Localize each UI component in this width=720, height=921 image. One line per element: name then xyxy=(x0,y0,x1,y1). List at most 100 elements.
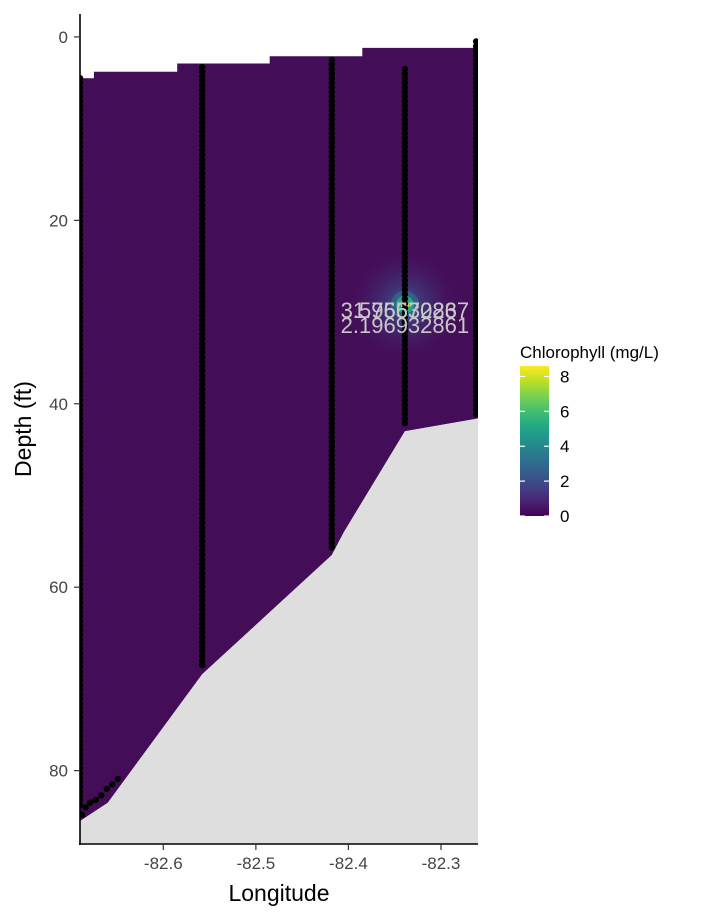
sample-point-p2-86 xyxy=(328,452,335,459)
sample-point-p1-88 xyxy=(199,468,206,476)
sample-point-p2-29 xyxy=(328,190,335,197)
sample-point-p3-1 xyxy=(401,70,409,77)
sample-point-p2-96 xyxy=(328,498,335,505)
sample-point-p2-79 xyxy=(328,420,335,427)
sample-point-p3-21 xyxy=(401,162,409,169)
y-tick-label-0: 0 xyxy=(59,28,68,47)
sample-point-p2-59 xyxy=(328,328,335,335)
bottom-point-6 xyxy=(109,781,116,788)
sample-point-p2-3 xyxy=(328,70,335,77)
sample-point-p2-101 xyxy=(328,521,335,528)
sample-point-p3-25 xyxy=(401,180,409,188)
sample-point-p2-32 xyxy=(328,203,335,211)
sample-point-p3-57 xyxy=(401,328,409,335)
sample-point-p2-76 xyxy=(328,406,335,413)
sample-point-p1-60 xyxy=(199,340,206,347)
sample-point-p1-64 xyxy=(199,358,206,365)
sample-point-p2-37 xyxy=(328,226,335,234)
sample-point-p2-31 xyxy=(328,199,335,206)
sample-point-p1-34 xyxy=(199,220,206,227)
sample-point-p1-26 xyxy=(199,183,206,190)
sample-point-p3-5 xyxy=(401,88,409,96)
sample-point-p3-45 xyxy=(401,272,409,280)
sample-point-p2-20 xyxy=(328,148,335,156)
sample-point-p1-108 xyxy=(199,560,206,568)
sample-point-p3-24 xyxy=(401,176,409,183)
sample-point-p1-104 xyxy=(199,542,206,549)
sample-point-p3-18 xyxy=(401,148,409,155)
sample-point-p3-36 xyxy=(401,231,409,238)
y-tick-label-1: 20 xyxy=(49,211,68,230)
sample-point-p2-57 xyxy=(328,318,335,326)
sample-point-p2-21 xyxy=(328,153,335,160)
sample-point-p2-39 xyxy=(328,236,335,243)
sample-point-p2-55 xyxy=(328,309,335,317)
sample-point-p1-112 xyxy=(199,579,206,586)
sample-point-p2-91 xyxy=(328,475,335,482)
sample-point-p2-38 xyxy=(328,231,335,238)
sample-point-p1-129 xyxy=(199,657,206,664)
sample-point-p1-94 xyxy=(199,496,206,503)
sample-point-p1-20 xyxy=(199,156,206,163)
sample-point-p3-47 xyxy=(401,282,409,289)
sample-point-p2-26 xyxy=(328,176,335,183)
sample-point-p1-22 xyxy=(199,165,206,172)
legend-colorbar xyxy=(520,366,549,516)
sample-point-p2-28 xyxy=(328,185,335,192)
sample-point-p3-23 xyxy=(401,171,409,178)
sample-point-p2-51 xyxy=(328,291,335,298)
sample-point-p3-34 xyxy=(401,222,409,229)
sample-point-p1-99 xyxy=(199,519,206,526)
sample-point-p3-49 xyxy=(401,291,409,298)
sample-point-p3-74 xyxy=(401,406,409,413)
sample-point-p2-83 xyxy=(328,438,335,445)
sample-point-p1-117 xyxy=(199,602,206,609)
sample-point-p2-27 xyxy=(328,180,335,188)
sample-point-p2-8 xyxy=(328,93,335,100)
sample-point-p1-105 xyxy=(199,547,206,554)
sample-point-p1-30 xyxy=(199,202,206,209)
sample-point-p2-95 xyxy=(328,493,335,501)
sample-point-p2-33 xyxy=(328,208,335,215)
sample-point-p1-54 xyxy=(199,312,206,319)
sample-point-p2-103 xyxy=(328,530,335,537)
sample-point-p3-16 xyxy=(401,139,409,146)
sample-point-p1-80 xyxy=(199,432,206,439)
sample-point-p1-36 xyxy=(199,229,206,236)
sample-point-p1-49 xyxy=(199,289,206,296)
x-tick-label-3: -82.3 xyxy=(422,854,461,873)
sample-point-p2-60 xyxy=(328,332,335,340)
sample-point-p1-0 xyxy=(199,63,206,71)
sample-point-p1-8 xyxy=(199,100,206,108)
sample-point-p3-6 xyxy=(401,93,409,100)
sample-point-p2-90 xyxy=(328,470,335,478)
sample-point-p1-100 xyxy=(199,524,206,531)
sample-point-p1-84 xyxy=(199,450,206,457)
sample-point-p1-61 xyxy=(199,344,206,351)
bottom-point-7 xyxy=(114,775,122,783)
bottom-point-2 xyxy=(87,799,94,806)
sample-point-p1-76 xyxy=(199,413,206,420)
sample-point-p1-16 xyxy=(199,137,206,144)
sample-point-p3-76 xyxy=(401,415,409,422)
sample-point-p2-88 xyxy=(328,461,335,468)
sample-point-p1-123 xyxy=(199,629,206,637)
sample-point-p3-32 xyxy=(401,213,409,220)
sample-point-p2-106 xyxy=(328,544,335,551)
sample-point-p1-35 xyxy=(199,225,206,232)
sample-point-p1-75 xyxy=(199,409,206,416)
sample-point-p2-11 xyxy=(328,107,335,114)
sample-point-p2-12 xyxy=(328,111,335,119)
sample-point-p3-22 xyxy=(401,167,409,174)
sample-point-p2-69 xyxy=(328,374,335,381)
sample-point-p1-92 xyxy=(199,487,206,494)
sample-point-p1-50 xyxy=(199,294,206,301)
sample-point-p1-32 xyxy=(199,211,206,218)
sample-point-p1-93 xyxy=(199,491,206,499)
sample-point-p3-15 xyxy=(401,134,409,142)
sample-point-p1-121 xyxy=(199,620,206,627)
sample-point-p2-18 xyxy=(328,139,335,146)
sample-point-p1-77 xyxy=(199,418,206,425)
sample-point-p1-115 xyxy=(199,593,206,600)
